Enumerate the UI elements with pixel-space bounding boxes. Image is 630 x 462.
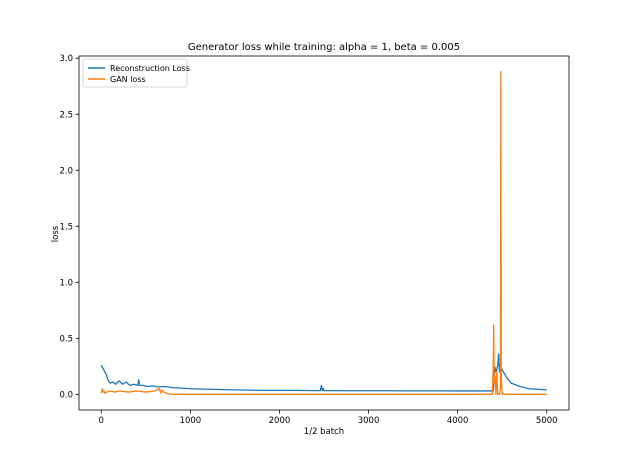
x-tick-label: 4000: [447, 416, 469, 426]
series-line-1: [100, 71, 547, 395]
y-tick-label: 3.0: [59, 54, 73, 64]
x-tick-label: 3000: [358, 416, 380, 426]
legend-box: [82, 58, 188, 88]
axes-frame: [78, 55, 570, 411]
y-tick-label: 0.0: [59, 390, 73, 400]
x-tick-label: 5000: [536, 416, 558, 426]
x-axis-label: 1/2 batch: [304, 427, 344, 437]
y-tick-label: 2.5: [59, 110, 73, 120]
legend-label-0: Reconstruction Loss: [110, 64, 190, 73]
axes-layer: 0 1000 2000 3000 4000 5000 0.0 0.5 1.0 1.5 2.0 2.5 3…: [59, 54, 570, 426]
y-tick-label: 1.5: [59, 222, 73, 232]
y-axis-label: loss: [51, 225, 61, 242]
y-tick-label: 0.5: [59, 334, 73, 344]
series-layer: [100, 71, 547, 395]
legend-label-1: GAN loss: [110, 75, 146, 84]
legend: Reconstruction Loss GAN loss: [82, 58, 190, 88]
chart-title: Generator loss while training: alpha = 1…: [188, 42, 460, 53]
plot-area: [79, 56, 569, 410]
y-tick-label: 2.0: [59, 166, 73, 176]
x-tick-label: 1000: [180, 416, 202, 426]
x-tick-label: 2000: [269, 416, 291, 426]
series-line-0: [100, 353, 547, 392]
x-tick-label: 0: [99, 416, 104, 426]
plot-background: [79, 56, 569, 410]
y-tick-label: 1.0: [59, 278, 73, 288]
